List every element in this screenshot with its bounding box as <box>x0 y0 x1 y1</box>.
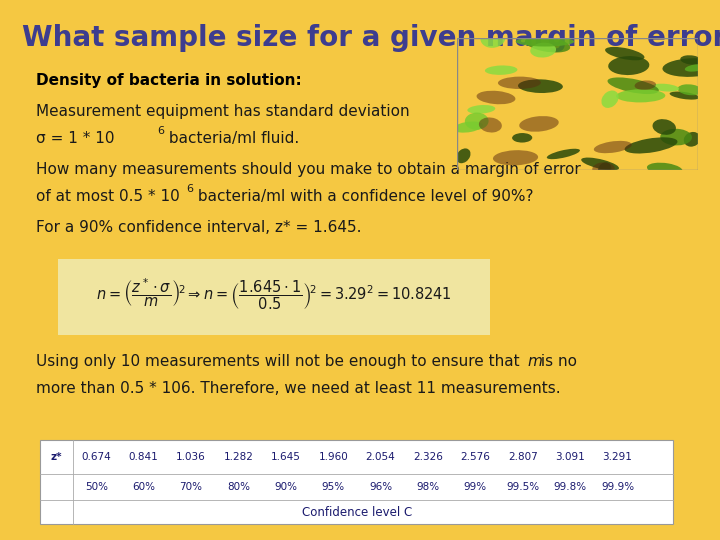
Text: 2.807: 2.807 <box>508 452 538 462</box>
Text: 95%: 95% <box>322 482 345 492</box>
Text: 99.8%: 99.8% <box>554 482 587 492</box>
Ellipse shape <box>593 163 615 176</box>
Ellipse shape <box>480 29 505 48</box>
Text: 6: 6 <box>157 126 164 136</box>
Text: 3.091: 3.091 <box>555 452 585 462</box>
Ellipse shape <box>625 137 678 153</box>
Ellipse shape <box>594 141 631 153</box>
Text: m: m <box>527 354 542 369</box>
Ellipse shape <box>467 105 495 114</box>
Text: $n = \left(\dfrac{z^* \cdot \sigma}{m}\right)^{\!2} \Rightarrow n = \left(\dfrac: $n = \left(\dfrac{z^* \cdot \sigma}{m}\r… <box>96 276 451 312</box>
Ellipse shape <box>652 119 676 135</box>
Text: bacteria/ml fluid.: bacteria/ml fluid. <box>164 131 300 146</box>
Text: 6: 6 <box>186 184 193 194</box>
Ellipse shape <box>678 84 703 95</box>
Text: 80%: 80% <box>227 482 250 492</box>
Text: 0.674: 0.674 <box>81 452 111 462</box>
Text: 0.841: 0.841 <box>129 452 158 462</box>
Ellipse shape <box>634 80 656 90</box>
Ellipse shape <box>647 163 683 176</box>
Text: z*: z* <box>50 452 62 462</box>
Ellipse shape <box>485 65 518 75</box>
Text: Measurement equipment has standard deviation: Measurement equipment has standard devia… <box>36 104 410 119</box>
Text: bacteria/ml with a confidence level of 90%?: bacteria/ml with a confidence level of 9… <box>193 189 534 204</box>
Ellipse shape <box>512 133 532 143</box>
Text: 99%: 99% <box>464 482 487 492</box>
Ellipse shape <box>608 56 649 75</box>
Text: 1.645: 1.645 <box>271 452 301 462</box>
Text: Density of bacteria in solution:: Density of bacteria in solution: <box>36 73 302 88</box>
Text: 70%: 70% <box>179 482 202 492</box>
Text: 96%: 96% <box>369 482 392 492</box>
Text: 60%: 60% <box>132 482 155 492</box>
Ellipse shape <box>685 64 706 72</box>
Ellipse shape <box>519 116 559 132</box>
Text: of at most 0.5 * 10: of at most 0.5 * 10 <box>36 189 180 204</box>
Text: What sample size for a given margin of error?: What sample size for a given margin of e… <box>22 24 720 52</box>
Text: Confidence level C: Confidence level C <box>302 505 412 518</box>
Ellipse shape <box>616 89 665 103</box>
Ellipse shape <box>598 163 611 176</box>
Ellipse shape <box>660 129 692 145</box>
Ellipse shape <box>479 117 502 132</box>
Text: How many measurements should you make to obtain a margin of error: How many measurements should you make to… <box>36 162 581 177</box>
Text: 98%: 98% <box>416 482 439 492</box>
Text: 2.326: 2.326 <box>413 452 443 462</box>
Ellipse shape <box>652 84 679 92</box>
Ellipse shape <box>454 122 483 133</box>
Text: 1.036: 1.036 <box>176 452 206 462</box>
Ellipse shape <box>680 55 702 65</box>
Text: 2.576: 2.576 <box>461 452 490 462</box>
Ellipse shape <box>605 47 644 60</box>
Text: 50%: 50% <box>85 482 108 492</box>
Text: σ = 1 * 10: σ = 1 * 10 <box>36 131 114 146</box>
Text: is no: is no <box>536 354 577 369</box>
Text: 99.9%: 99.9% <box>601 482 634 492</box>
Ellipse shape <box>516 37 574 46</box>
Text: For a 90% confidence interval, z* = 1.645.: For a 90% confidence interval, z* = 1.64… <box>36 220 361 235</box>
Ellipse shape <box>684 132 701 147</box>
Bar <box>58 259 490 335</box>
Ellipse shape <box>525 36 570 52</box>
Bar <box>40 440 673 524</box>
Ellipse shape <box>477 91 516 104</box>
Text: 1.960: 1.960 <box>318 452 348 462</box>
Ellipse shape <box>581 158 619 170</box>
Ellipse shape <box>518 79 563 93</box>
Ellipse shape <box>546 148 580 159</box>
Text: Using only 10 measurements will not be enough to ensure that: Using only 10 measurements will not be e… <box>36 354 524 369</box>
Ellipse shape <box>493 150 538 165</box>
Ellipse shape <box>670 92 699 99</box>
Ellipse shape <box>662 58 720 77</box>
Ellipse shape <box>530 43 556 58</box>
Text: more than 0.5 * 106. Therefore, we need at least 11 measurements.: more than 0.5 * 106. Therefore, we need … <box>36 381 561 396</box>
Text: 90%: 90% <box>274 482 297 492</box>
Ellipse shape <box>465 112 489 130</box>
Text: 2.054: 2.054 <box>366 452 395 462</box>
Ellipse shape <box>456 148 470 163</box>
Text: 1.282: 1.282 <box>223 452 253 462</box>
Ellipse shape <box>601 91 618 108</box>
Ellipse shape <box>608 77 659 94</box>
Ellipse shape <box>498 77 541 89</box>
Text: 3.291: 3.291 <box>603 452 632 462</box>
Text: 99.5%: 99.5% <box>506 482 539 492</box>
